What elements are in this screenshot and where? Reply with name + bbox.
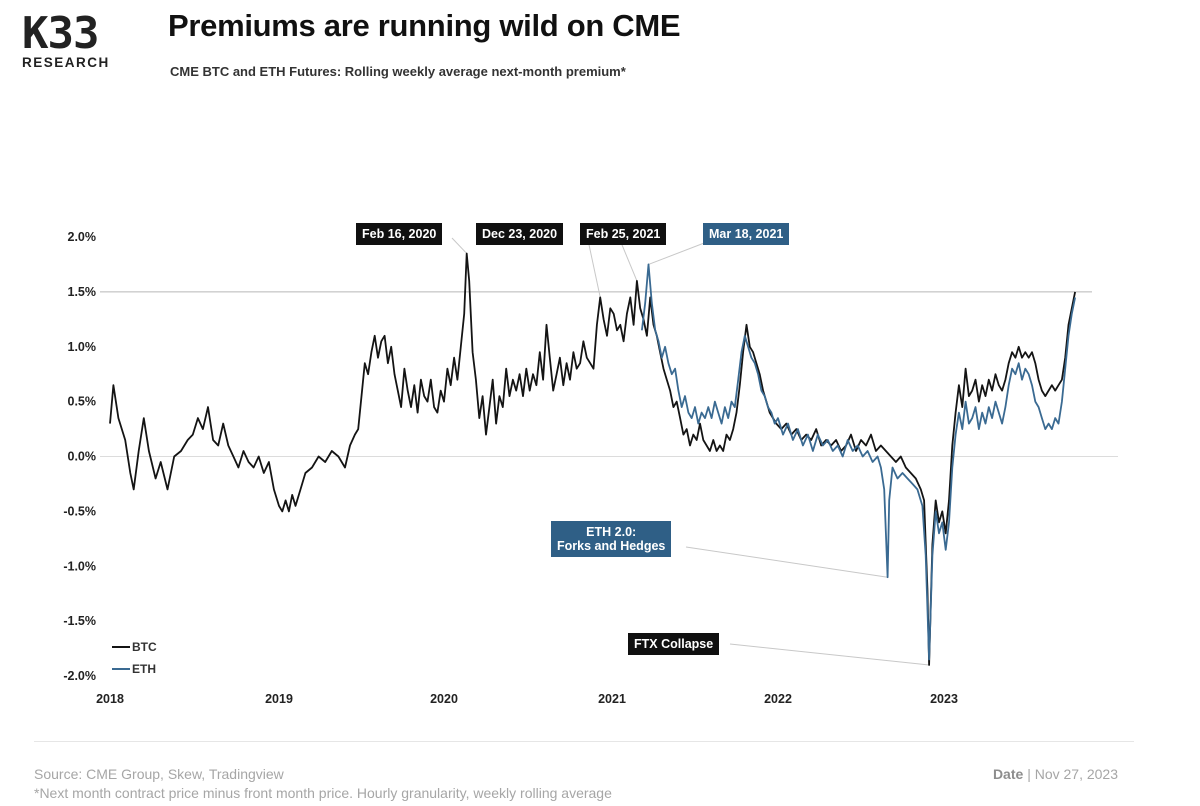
annotation-eth2-forks: ETH 2.0: Forks and Hedges <box>551 521 672 557</box>
y-tick-label: 1.0% <box>68 340 97 354</box>
legend-swatch-btc <box>112 646 130 648</box>
x-tick-label: 2021 <box>598 692 626 706</box>
y-tick-label: -1.0% <box>63 559 96 573</box>
y-tick-label: -1.5% <box>63 614 96 628</box>
annotation-ftx-collapse: FTX Collapse <box>628 633 720 655</box>
annotation-mar18-2021: Mar 18, 2021 <box>703 223 790 245</box>
series-line-eth <box>641 263 1076 661</box>
x-tick-label: 2020 <box>430 692 458 706</box>
date-stamp: Date | Nov 27, 2023 <box>993 766 1118 782</box>
legend-item-eth: ETH <box>112 658 157 680</box>
leader-ftx <box>729 643 930 666</box>
leader-dec23-2020 <box>587 239 601 298</box>
leader-feb25-2021 <box>619 239 638 282</box>
annotation-feb25-2021: Feb 25, 2021 <box>580 223 667 245</box>
annotation-leaders <box>451 237 930 666</box>
y-tick-label: 2.0% <box>68 230 97 244</box>
legend-label-eth: ETH <box>132 662 156 676</box>
footnote: *Next month contract price minus front m… <box>34 785 612 801</box>
x-tick-label: 2018 <box>96 692 124 706</box>
chart-subtitle: CME BTC and ETH Futures: Rolling weekly … <box>170 64 626 79</box>
legend-item-btc: BTC <box>112 636 157 658</box>
leader-mar18-2021 <box>648 239 713 265</box>
legend-swatch-eth <box>112 668 130 670</box>
grid-layer <box>100 291 1118 457</box>
annotation-feb16-2020: Feb 16, 2020 <box>356 223 443 245</box>
x-tick-label: 2023 <box>930 692 958 706</box>
y-tick-label: 1.5% <box>68 285 97 299</box>
date-value: | Nov 27, 2023 <box>1027 766 1118 782</box>
footer-divider <box>34 741 1134 742</box>
chart-legend: BTC ETH <box>112 636 157 680</box>
x-tick-label: 2019 <box>265 692 293 706</box>
leader-eth2 <box>685 546 888 578</box>
x-tick-label: 2022 <box>764 692 792 706</box>
series-line-btc <box>109 252 1076 666</box>
series-layer <box>109 252 1076 666</box>
y-tick-label: 0.0% <box>68 450 97 464</box>
axis-layer: 2.0% 1.5% 1.0% 0.5% 0.0% -0.5% -1.0% -1.5% -2.0%… <box>63 230 958 706</box>
leader-feb16-2020 <box>451 237 468 254</box>
k33-logo: K33 RESEARCH <box>22 12 140 72</box>
annotation-eth2-line1: ETH 2.0: <box>586 525 637 539</box>
source-note: Source: CME Group, Skew, Tradingview <box>34 766 284 782</box>
chart-title: Premiums are running wild on CME <box>168 8 681 43</box>
annotation-dec23-2020: Dec 23, 2020 <box>476 223 564 245</box>
legend-label-btc: BTC <box>132 640 157 654</box>
logo-mark: K33 <box>22 8 99 59</box>
annotation-eth2-line2: Forks and Hedges <box>557 539 666 553</box>
y-tick-label: -0.5% <box>63 504 96 518</box>
logo-subtext: RESEARCH <box>22 55 110 70</box>
date-label: Date <box>992 766 1024 782</box>
y-tick-label: 0.5% <box>68 395 97 409</box>
y-tick-label: -2.0% <box>63 669 96 683</box>
